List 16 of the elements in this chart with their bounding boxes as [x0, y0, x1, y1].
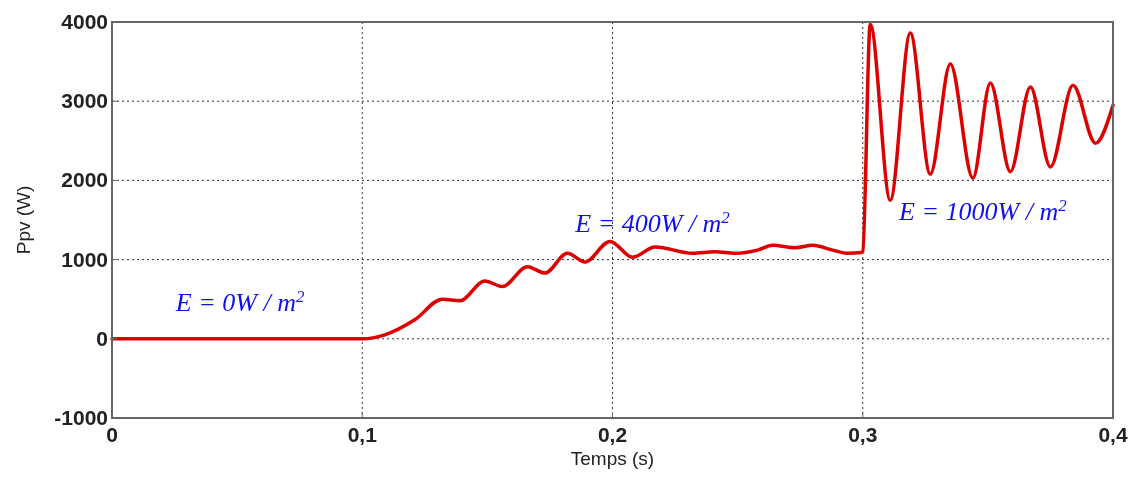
y-tick-label: 1000 [61, 247, 108, 271]
x-tick-label: 0,3 [848, 423, 878, 446]
y-tick-label: -1000 [54, 406, 108, 429]
x-tick-label: 0,4 [1098, 423, 1128, 446]
annotation: E = 1000W / m$^{2}$ [898, 195, 1068, 226]
y-tick-label: 2000 [61, 168, 108, 192]
x-axis-title: Temps (s) [570, 448, 655, 469]
annotation: E = 400W / m$^{2}$ [574, 207, 731, 238]
y-tick-label: 4000 [61, 10, 108, 33]
annotation: E = 0W / m$^{2}$ [174, 286, 305, 318]
line-series [110, 22, 1115, 341]
y-axis-title: Ppv (W) [13, 185, 34, 255]
y-tick-label: 3000 [61, 89, 108, 113]
y-tick-label: 0 [96, 326, 108, 350]
x-tick-label: 0,1 [347, 423, 378, 446]
x-tick-label: 0,2 [597, 423, 628, 446]
